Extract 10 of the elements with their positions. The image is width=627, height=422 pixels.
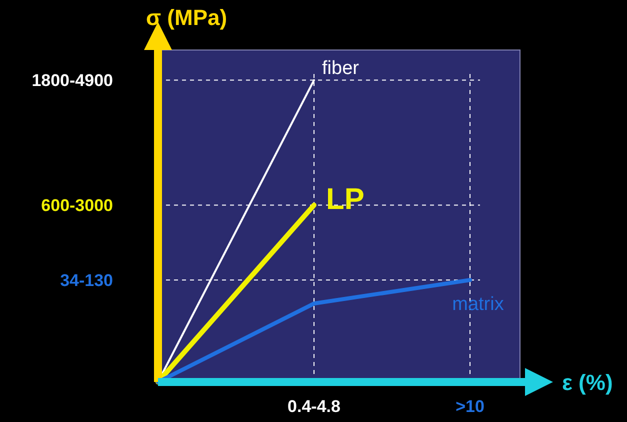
text: 1800-4900 xyxy=(32,71,113,90)
text: 600-3000 xyxy=(41,196,113,216)
x-axis-title: ε (%) xyxy=(562,370,613,395)
y-axis-title: σ (MPa) xyxy=(146,5,228,30)
x-tick-label: 0.4-4.8 xyxy=(288,397,340,416)
series-label: fiber xyxy=(322,58,360,80)
text: 34-130 xyxy=(60,270,113,290)
series-label: matrix xyxy=(452,294,504,315)
series-label: LP xyxy=(326,183,364,216)
x-tick-label: >10 xyxy=(456,397,484,416)
